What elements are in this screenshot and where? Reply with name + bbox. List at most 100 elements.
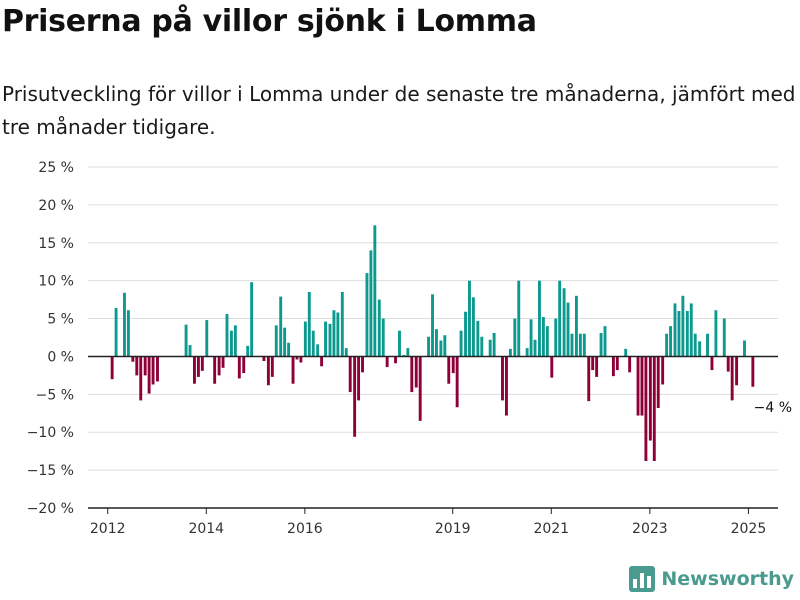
bar [381, 318, 385, 357]
bar [274, 325, 278, 357]
bar [373, 225, 377, 357]
bar [435, 329, 438, 357]
bar [377, 299, 381, 357]
x-tick-label: 2021 [533, 521, 569, 537]
bar [582, 333, 586, 357]
bar [710, 356, 714, 371]
bar [151, 356, 155, 385]
bar [541, 317, 545, 357]
bar [615, 356, 619, 371]
y-tick-label: 15 % [38, 236, 74, 252]
bar [735, 356, 739, 386]
bar [714, 310, 718, 357]
bar [603, 326, 607, 357]
bar [398, 330, 401, 357]
bar [447, 356, 451, 384]
bar [443, 335, 447, 357]
y-tick-label: 10 % [38, 274, 74, 290]
bar [283, 327, 287, 357]
end-value-label: −4 % [754, 400, 792, 416]
chart-title: Priserna på villor sjönk i Lomma [2, 4, 537, 39]
bar [591, 356, 595, 371]
bar [135, 356, 139, 376]
bar [726, 356, 730, 372]
bar [566, 302, 570, 357]
labels: −20 % −15 % −10 % −5 % 0 % 5 % 10 % 15 % 20 % 25 … [27, 160, 792, 537]
y-tick-label: −5 % [36, 387, 74, 403]
bar [693, 333, 697, 357]
bar [229, 330, 233, 357]
bar [685, 310, 689, 357]
bar [418, 356, 422, 421]
bar [451, 356, 455, 374]
bar [595, 356, 599, 377]
x-tick-label: 2014 [188, 521, 224, 537]
bar [504, 356, 508, 416]
bar [431, 294, 434, 357]
x-tick-label: 2023 [632, 521, 668, 537]
y-tick-label: −10 % [27, 425, 74, 441]
bar [299, 356, 303, 363]
bar [480, 336, 484, 357]
bar [677, 310, 681, 357]
bar [464, 311, 467, 357]
bar [184, 324, 188, 357]
y-tick-label: 0 % [47, 349, 74, 365]
bar [147, 356, 151, 394]
y-tick-label: −15 % [27, 463, 74, 479]
bar [242, 356, 246, 374]
bar [394, 356, 397, 364]
bar [730, 356, 734, 401]
bar [706, 333, 709, 357]
bar [545, 326, 549, 357]
bar [698, 341, 702, 357]
bar [336, 312, 340, 357]
bar [357, 356, 361, 401]
bar [673, 303, 677, 357]
bar-chart-logo-icon [629, 566, 656, 592]
bar [468, 280, 471, 357]
bar [410, 356, 414, 393]
bar [324, 321, 328, 357]
y-tick-label: 5 % [47, 312, 74, 328]
bar [200, 356, 204, 371]
bar [414, 356, 418, 388]
bar [751, 356, 755, 387]
bar [513, 318, 517, 357]
bar [291, 356, 295, 384]
bar [681, 295, 685, 357]
bar [353, 356, 357, 437]
bar [476, 320, 480, 357]
bar [316, 344, 320, 357]
bar [320, 356, 324, 367]
brand-name: Newsworthy [661, 568, 794, 590]
bar-chart: −20 % −15 % −10 % −5 % 0 % 5 % 10 % 15 % 20 % 25 … [27, 160, 792, 537]
x-tick-label: 2012 [90, 521, 126, 537]
x-tick-label: 2019 [435, 521, 471, 537]
bar [652, 356, 656, 462]
axes [88, 355, 778, 514]
bar [213, 356, 217, 384]
bar [262, 356, 266, 361]
bar [439, 340, 443, 357]
bar [689, 303, 693, 357]
bar [533, 339, 537, 357]
bar [640, 356, 644, 416]
bar [303, 321, 307, 357]
bar [624, 348, 628, 357]
bar [217, 356, 221, 376]
bar [205, 320, 209, 357]
bar [311, 330, 315, 357]
bar [656, 356, 660, 408]
bar [295, 356, 299, 360]
bar [196, 356, 200, 377]
bar [492, 332, 496, 357]
bar [587, 356, 591, 402]
bar [188, 345, 192, 357]
bar [648, 356, 652, 441]
bar [471, 297, 475, 357]
bar [628, 356, 632, 373]
bar [599, 332, 603, 357]
bar [529, 319, 533, 357]
bar [488, 339, 492, 357]
